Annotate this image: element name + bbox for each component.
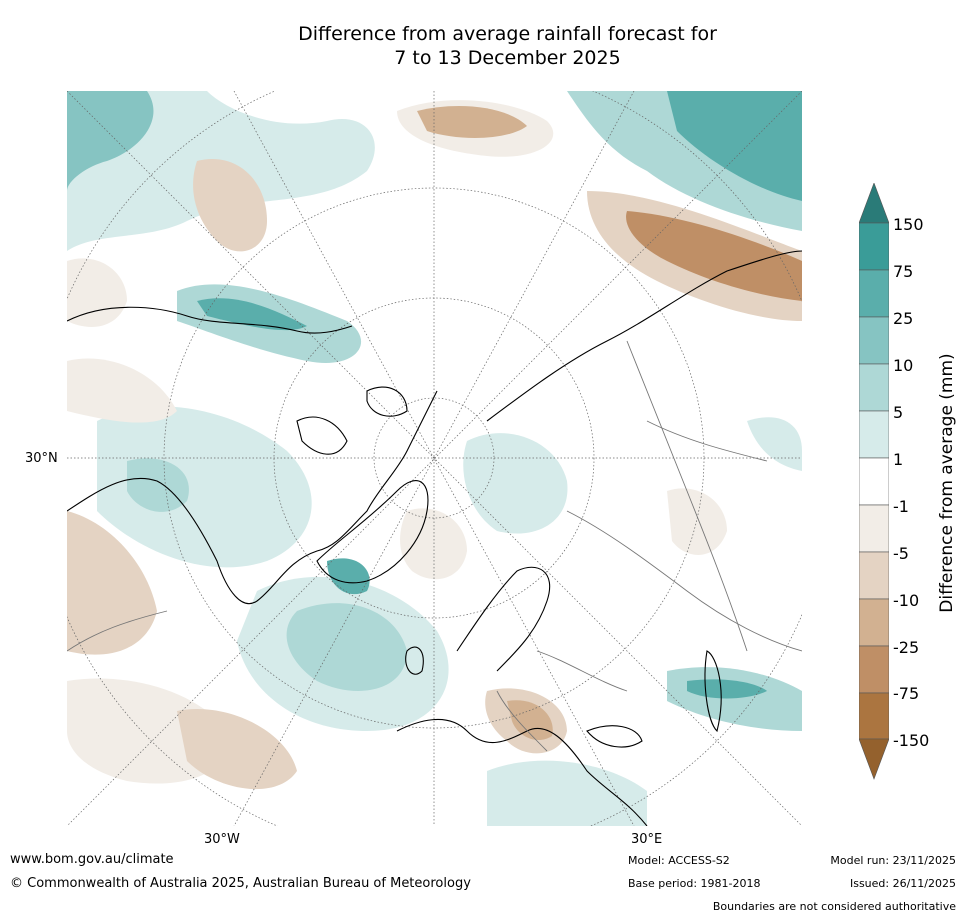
dry-region-west-canada: [193, 159, 267, 252]
wet-region-ne-pacific-core: [667, 91, 802, 201]
wet-region-alaska-coast: [197, 298, 307, 331]
coast-north-america: [67, 390, 438, 604]
wet-region-barents: [463, 433, 568, 534]
coast-scandinavia: [456, 566, 551, 672]
lon-label-30e: 30°E: [631, 832, 663, 847]
colorbar-band-10-25: [859, 316, 889, 365]
country-boundaries: [67, 340, 802, 752]
dry-region-east-siberia-core: [626, 211, 802, 301]
colorbar-label: -5: [893, 544, 909, 563]
wet-region-hudson: [127, 458, 189, 512]
colorbar-label: 25: [893, 309, 914, 328]
model-run-date: Model run: 23/11/2025: [830, 854, 956, 867]
colorbar-band-m150-m75: [859, 692, 889, 740]
coast-greenland: [316, 480, 429, 584]
copyright-text: © Commonwealth of Australia 2025, Austra…: [10, 876, 471, 891]
colorbar-extend-top: [859, 183, 889, 224]
colorbar-title: Difference from average (mm): [937, 353, 957, 613]
colorbar-label: -25: [893, 638, 920, 657]
coast-black-sea: [586, 725, 643, 748]
lat-label-30n: 30°N: [25, 451, 58, 466]
colorbar-label: 1: [893, 450, 904, 469]
website-link[interactable]: www.bom.gov.au/climate: [10, 852, 174, 867]
model-name: Model: ACCESS-S2: [628, 854, 730, 867]
chart-title: Difference from average rainfall forecas…: [0, 22, 965, 70]
colorbar-label: 75: [893, 262, 914, 281]
boundaries-disclaimer: Boundaries are not considered authoritat…: [712, 900, 956, 913]
base-period: Base period: 1981-2018: [628, 877, 761, 890]
dry-region-arctic-ocean: [400, 508, 467, 580]
colorbar-label: 150: [893, 215, 924, 234]
wet-region-north-pacific-core: [67, 91, 154, 191]
colorbar-band-m5-m1: [859, 504, 889, 553]
chart-title-line2: 7 to 13 December 2025: [394, 47, 621, 69]
colorbar-band-5-10: [859, 363, 889, 412]
wet-region-canada: [97, 406, 312, 568]
colorbar-band-m75-m25: [859, 645, 889, 694]
drier-regions: [67, 100, 802, 790]
colorbar-label: -75: [893, 684, 920, 703]
wet-region-siberia-east: [747, 417, 802, 471]
colorbar-label: -1: [893, 497, 909, 516]
lon-label-30w: 30°W: [204, 832, 240, 847]
coast-alaska: [67, 306, 353, 334]
colorbar-band-m25-m10: [859, 598, 889, 647]
dry-region-central-atlantic: [67, 511, 157, 655]
colorbar-band-m10-m5: [859, 551, 889, 600]
colorbar-label: 5: [893, 403, 904, 422]
colorbar-band-1-5: [859, 410, 889, 459]
colorbar-band-75-150: [859, 222, 889, 271]
colorbar-label: 10: [893, 356, 914, 375]
dry-region-balkans-core: [507, 700, 553, 741]
coast-caspian: [704, 650, 722, 733]
colorbar-label: -150: [893, 731, 930, 750]
colorbar-band-25-75: [859, 269, 889, 318]
coast-british-isles: [405, 646, 424, 675]
colorbar-band-m1-1: [859, 457, 889, 506]
rainfall-anomaly-map[interactable]: [67, 91, 802, 826]
dry-region-bering-core: [417, 106, 527, 138]
wet-region-greenland-sea: [327, 558, 370, 595]
dry-region-subtropical-atlantic-core: [177, 709, 297, 790]
dry-region-west-canada-band: [67, 358, 177, 423]
wet-region-north-atlantic-core: [286, 603, 407, 691]
chart-title-line1: Difference from average rainfall forecas…: [298, 23, 717, 45]
colorbar-extend-bottom: [859, 738, 889, 780]
colorbar-label: -10: [893, 591, 920, 610]
dry-region-east-pacific: [67, 258, 127, 327]
coast-siberia: [486, 250, 802, 422]
issued-date: Issued: 26/11/2025: [849, 877, 956, 890]
colorbar: [859, 183, 889, 780]
dry-region-central-asia: [667, 488, 727, 555]
coast-arctic-islands: [296, 386, 408, 455]
map-canvas: [67, 91, 802, 826]
wet-region-caspian-core: [687, 679, 767, 699]
graticule: [67, 91, 802, 826]
